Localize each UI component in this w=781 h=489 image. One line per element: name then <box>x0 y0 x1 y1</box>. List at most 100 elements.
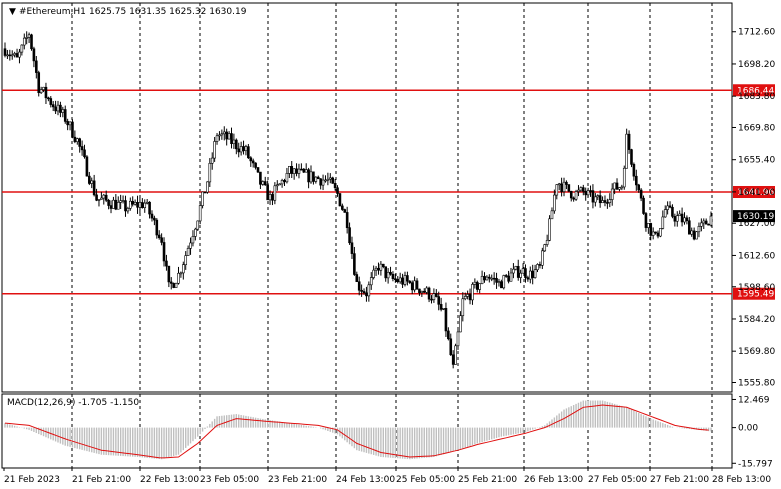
candle-body <box>119 200 122 203</box>
time-tick-label: 23 Feb 05:00 <box>200 475 259 485</box>
candle-body <box>468 294 472 301</box>
candle-body <box>398 277 402 283</box>
candle-body <box>541 250 544 266</box>
candle-body <box>627 133 631 150</box>
candle-body <box>427 287 431 300</box>
candle-body <box>565 181 568 185</box>
candle-body <box>449 338 453 356</box>
candle-body <box>56 104 60 112</box>
candle-body <box>509 272 513 282</box>
candle-body <box>519 272 522 278</box>
candle-body <box>524 268 527 278</box>
candle-body <box>475 281 479 290</box>
candle-body <box>97 199 101 201</box>
candle-body <box>290 166 294 174</box>
macd-axis: 12.469 0.00 -15.797 <box>732 395 773 469</box>
candle-body <box>345 212 349 228</box>
candle-body <box>410 282 414 291</box>
candle-body <box>138 202 142 208</box>
candle-body <box>683 217 686 223</box>
candle-body <box>512 268 515 274</box>
candle-body <box>220 133 224 136</box>
candle-body <box>153 217 156 221</box>
candle-body <box>690 230 694 235</box>
candle-body <box>54 106 57 112</box>
candle-body <box>514 266 518 270</box>
candle-body <box>560 183 563 192</box>
candle-body <box>353 253 356 275</box>
candle-body <box>256 167 260 173</box>
candle-body <box>13 53 16 56</box>
candle-body <box>78 138 81 147</box>
candle-body <box>396 279 400 283</box>
level-price-label: 1640.96 <box>737 188 774 198</box>
candle-body <box>533 269 537 278</box>
candle-body <box>109 205 113 209</box>
candle-body <box>42 86 45 90</box>
candle-body <box>148 201 151 215</box>
candle-body <box>225 131 228 140</box>
candle-body <box>528 270 532 280</box>
menu-arrow-icon[interactable]: ▼ <box>9 7 16 17</box>
candle-body <box>319 178 322 186</box>
candle-body <box>581 187 585 192</box>
candle-body <box>357 281 361 291</box>
candle-body <box>490 277 494 280</box>
candle-body <box>591 190 595 203</box>
candle-body <box>90 180 94 184</box>
candle-body <box>92 180 96 196</box>
level-price-tag <box>733 185 775 198</box>
candle-body <box>584 190 588 196</box>
candle-body <box>610 188 614 200</box>
candle-body <box>437 296 441 305</box>
candle-body <box>415 280 419 290</box>
candle-body <box>131 200 135 205</box>
candle-body <box>577 189 580 192</box>
candle-body <box>504 275 508 277</box>
candle-body <box>114 199 118 210</box>
candle-body <box>15 53 19 58</box>
candle-body <box>126 208 130 212</box>
candle-body <box>613 182 616 190</box>
candle-body <box>239 146 243 153</box>
candle-body <box>442 308 445 310</box>
price-pane[interactable] <box>1 2 733 393</box>
candle-body <box>620 186 624 189</box>
candle-body <box>557 183 561 186</box>
candle-body <box>121 200 125 202</box>
candle-body <box>73 136 77 142</box>
candle-body <box>473 281 477 285</box>
candle-body <box>112 199 115 209</box>
candle-body <box>403 275 407 285</box>
candle-body <box>526 277 530 280</box>
candle-body <box>324 179 327 182</box>
price-tick-label: 1712.60 <box>738 28 775 38</box>
candle-body <box>668 205 672 208</box>
time-tick-label: 25 Feb 05:00 <box>396 475 455 485</box>
candle-body <box>102 194 106 199</box>
candle-body <box>316 176 320 180</box>
candle-body <box>406 275 409 282</box>
candle-body <box>198 205 202 222</box>
candle-body <box>273 185 277 201</box>
time-tick-label: 26 Feb 13:00 <box>524 475 583 485</box>
candle-body <box>430 298 433 301</box>
candle-body <box>365 292 368 297</box>
candle-body <box>307 169 310 183</box>
candle-body <box>254 162 257 168</box>
candle-body <box>492 277 496 280</box>
macd-tick-label: 12.469 <box>738 395 770 405</box>
time-axis: 21 Feb 2023 21 Feb 21:00 22 Feb 13:00 23 Fe… <box>3 468 771 485</box>
candle-body <box>141 202 144 208</box>
candle-body <box>244 146 248 152</box>
candlestick-series <box>3 31 713 369</box>
candle-body <box>661 216 665 229</box>
candle-body <box>25 37 28 39</box>
candle-body <box>328 177 332 180</box>
candle-body <box>569 190 573 199</box>
candle-body <box>177 272 180 284</box>
candle-body <box>266 184 269 201</box>
candle-body <box>625 133 628 169</box>
candle-body <box>222 131 226 135</box>
